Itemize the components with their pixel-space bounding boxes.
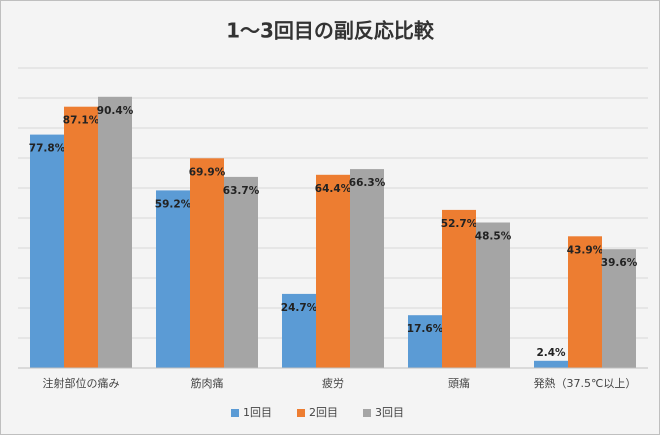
data-label: 77.8%	[29, 143, 66, 155]
bar	[190, 158, 224, 368]
data-label: 90.4%	[97, 105, 134, 117]
bar	[534, 360, 568, 368]
data-label: 59.2%	[155, 198, 192, 210]
bar	[408, 315, 442, 368]
data-label: 17.6%	[407, 323, 444, 335]
bar	[568, 236, 602, 368]
data-label: 24.7%	[281, 302, 318, 314]
data-label: 43.9%	[567, 244, 604, 256]
data-label: 87.1%	[63, 115, 100, 127]
bar	[602, 249, 636, 368]
bar	[98, 96, 132, 369]
bar	[30, 134, 64, 368]
data-label: 39.6%	[601, 257, 638, 269]
data-label: 69.9%	[189, 166, 226, 178]
bar	[224, 176, 258, 368]
bar	[442, 209, 476, 368]
bar	[156, 190, 190, 368]
bar	[64, 106, 98, 368]
legend-swatch	[297, 409, 305, 417]
x-tick-label: 発熱（37.5℃以上）	[534, 376, 637, 390]
x-tick-label: 注射部位の痛み	[43, 376, 120, 390]
bar	[476, 222, 510, 368]
x-tick-label: 筋肉痛	[191, 376, 224, 390]
x-tick-label: 頭痛	[448, 376, 470, 390]
legend-label: 1回目	[243, 406, 272, 419]
chart-title: 1～3回目の副反応比較	[226, 19, 435, 43]
legend-label: 3回目	[375, 406, 404, 419]
data-label: 63.7%	[223, 185, 260, 197]
legend-swatch	[231, 409, 239, 417]
bar	[282, 293, 316, 368]
data-label: 48.5%	[475, 231, 512, 243]
legend-label: 2回目	[309, 406, 338, 419]
data-label: 66.3%	[349, 177, 386, 189]
x-tick-label: 疲労	[322, 376, 344, 390]
data-label: 52.7%	[441, 218, 478, 230]
bar	[350, 169, 384, 368]
data-label: 64.4%	[315, 183, 352, 195]
data-label: 2.4%	[536, 347, 566, 359]
bar	[316, 174, 350, 368]
legend-swatch	[363, 409, 371, 417]
